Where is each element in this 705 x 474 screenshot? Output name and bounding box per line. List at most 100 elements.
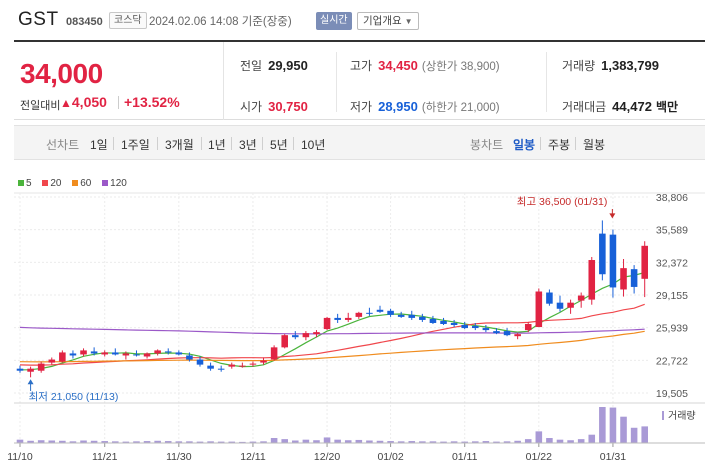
chart-legend: 5 20 60 120 <box>18 178 135 189</box>
stat-prev-close: 전일 29,950 <box>240 57 308 74</box>
candle-body <box>323 317 331 330</box>
volume-bar <box>133 441 140 443</box>
tab-weekly[interactable]: 주봉 <box>548 138 571 152</box>
divider <box>546 52 547 112</box>
volume-bar <box>556 439 564 443</box>
x-tick-label: 01/22 <box>526 451 552 463</box>
candle-body <box>503 331 511 336</box>
candle-body <box>59 352 66 362</box>
candle <box>27 366 34 378</box>
volume-bar <box>376 440 384 443</box>
volume-bar <box>292 440 299 443</box>
y-tick-label: 19,505 <box>656 388 688 400</box>
candle <box>175 350 183 356</box>
legend-item-ma5: 5 <box>18 178 32 189</box>
candle-body <box>620 268 627 290</box>
volume-bar <box>440 441 447 443</box>
tab-3month[interactable]: 3개월 <box>165 138 194 152</box>
stat-value: 28,950 <box>378 99 418 114</box>
tab-monthly[interactable]: 월봉 <box>583 138 606 152</box>
company-info-dropdown[interactable]: 기업개요 ▼ <box>357 12 419 30</box>
volume-bar <box>207 441 214 443</box>
legend-label: 20 <box>50 178 62 189</box>
divider <box>118 96 119 109</box>
candle <box>101 350 108 357</box>
tab-5year[interactable]: 5년 <box>270 138 288 152</box>
divider <box>293 137 294 150</box>
candle-body <box>27 368 34 372</box>
candle <box>48 357 56 365</box>
tab-1day[interactable]: 1일 <box>90 138 108 152</box>
line-chart-title: 선차트 <box>46 138 80 152</box>
candle <box>429 315 437 324</box>
volume-bar <box>493 441 500 443</box>
candle-body <box>249 363 257 365</box>
candle <box>323 316 331 331</box>
volume-bar <box>588 434 596 443</box>
realtime-button[interactable]: 실시간 <box>316 12 352 30</box>
candle-body <box>397 314 405 317</box>
candlestick-chart[interactable]: 38,806 35,589 32,372 29,155 25,939 22,722 19,5… <box>0 175 705 474</box>
candle-body <box>37 363 45 371</box>
candle <box>154 349 161 356</box>
candle-body <box>270 347 278 360</box>
candle-body <box>302 333 310 338</box>
stat-sub: (상한가 38,900) <box>421 61 500 73</box>
high-arrow-head <box>609 213 616 219</box>
candle-body <box>493 331 500 334</box>
candle <box>419 313 426 322</box>
candle-body <box>16 368 24 371</box>
candle <box>577 292 585 308</box>
candle <box>472 322 479 331</box>
volume-bar <box>450 441 458 443</box>
volume-bar <box>323 437 331 443</box>
candle-body <box>334 317 341 320</box>
volume-bar <box>535 431 543 443</box>
candle <box>546 289 553 306</box>
tab-1week[interactable]: 1주일 <box>121 138 150 152</box>
candle <box>112 348 119 356</box>
candle-body <box>260 360 267 363</box>
candle <box>80 348 87 357</box>
tab-3year[interactable]: 3년 <box>239 138 257 152</box>
volume-bar <box>48 440 56 443</box>
volume-bar <box>355 439 363 443</box>
candle <box>588 256 596 305</box>
volume-bar <box>567 440 574 443</box>
candle-body <box>630 269 638 287</box>
volume-legend-swatch <box>662 411 664 420</box>
stat-label: 시가 <box>240 100 263 114</box>
candle-body <box>408 314 416 318</box>
candle-body <box>461 325 468 329</box>
legend-swatch <box>18 180 24 186</box>
candle-body <box>387 310 394 315</box>
legend-swatch <box>42 180 49 186</box>
candle <box>217 365 225 372</box>
volume-bar <box>302 439 310 443</box>
candles <box>16 220 648 378</box>
tab-daily[interactable]: 일봉 <box>513 138 536 152</box>
current-price: 34,000 <box>20 58 103 89</box>
tab-1year[interactable]: 1년 <box>208 138 226 152</box>
chevron-down-icon: ▼ <box>404 17 413 26</box>
candle-body <box>524 323 532 331</box>
stat-value: 34,450 <box>378 58 418 73</box>
divider <box>336 52 337 112</box>
volume-bar <box>164 441 172 443</box>
tab-10year[interactable]: 10년 <box>301 138 326 152</box>
candle <box>302 331 310 341</box>
candle <box>387 308 394 317</box>
change-amount: ▲4,050 <box>60 94 107 110</box>
candle <box>535 288 543 328</box>
candle-body <box>281 335 288 348</box>
candle <box>69 350 77 359</box>
company-info-label: 기업개요 <box>363 15 402 27</box>
volume-bar <box>270 438 278 443</box>
candle-body <box>556 302 564 309</box>
volume-bar <box>344 440 352 443</box>
candle-body <box>429 318 437 323</box>
volume-bar <box>59 440 66 443</box>
x-tick-label: 12/20 <box>314 451 340 463</box>
candle-body <box>48 359 56 363</box>
divider <box>113 137 114 150</box>
